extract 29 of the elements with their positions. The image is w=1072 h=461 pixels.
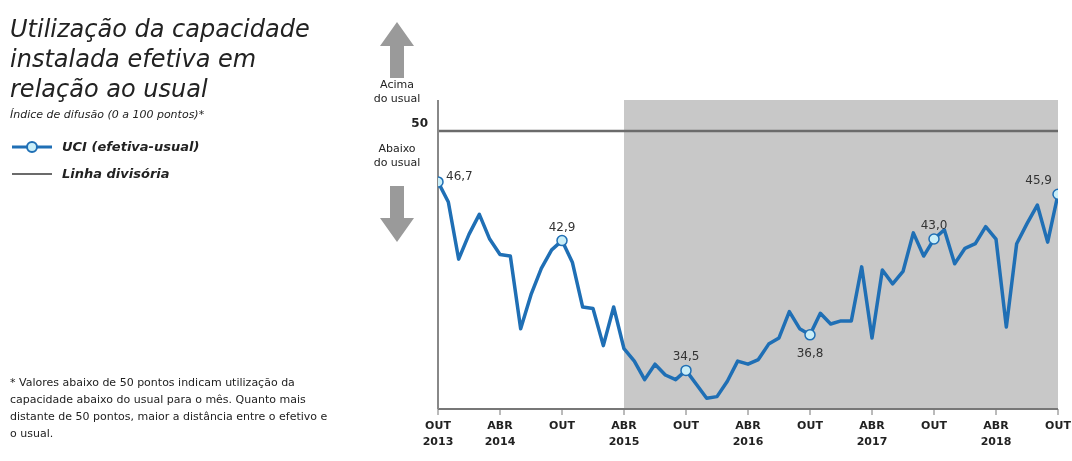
x-tick-label: OUT <box>673 419 700 432</box>
x-tick-label: OUT <box>797 419 824 432</box>
legend-label: Linha divisória <box>62 166 170 181</box>
text: * Valores abaixo de 50 pontos indicam utilização da capacidade abaixo do usual para o mês. Quanto mais distante de 50 pontos, maior a distância entre o efetivo e o usual. <box>10 375 329 442</box>
data-label: 42,9 <box>548 219 576 234</box>
x-tick-label: OUT <box>1045 419 1072 432</box>
text: Acima do usual <box>372 78 422 106</box>
text: Abaixo do usual <box>372 142 422 170</box>
text: Índice de difusão (0 a 100 pontos)* <box>10 108 206 121</box>
point <box>680 364 692 377</box>
data-label: 34,5 <box>672 349 700 364</box>
data-label: 46,7 <box>446 168 473 183</box>
x-tick-label: ABR 2014 <box>484 419 516 448</box>
data-label: 36,8 <box>796 345 824 360</box>
text: Utilização da capacidade instalada efetiva em relação ao usual <box>10 14 311 104</box>
legend-label: UCI (efetiva-usual) <box>62 139 200 154</box>
point <box>556 234 568 247</box>
data-label: 45,9 <box>1025 173 1052 188</box>
x-tick-label: OUT <box>549 419 576 432</box>
x-tick-label: OUT <box>921 419 948 432</box>
x-tick-label: ABR 2017 <box>856 419 888 448</box>
x-tick-label: ABR 2015 <box>608 419 640 448</box>
point <box>804 329 816 341</box>
x-tick-label: ABR 2018 <box>980 419 1012 448</box>
text: 50 <box>411 116 428 131</box>
x-tick-label: OUT 2013 <box>422 419 454 448</box>
x-tick-label: ABR 2016 <box>732 419 764 448</box>
point <box>928 233 940 245</box>
data-label: 43,0 <box>920 218 948 233</box>
